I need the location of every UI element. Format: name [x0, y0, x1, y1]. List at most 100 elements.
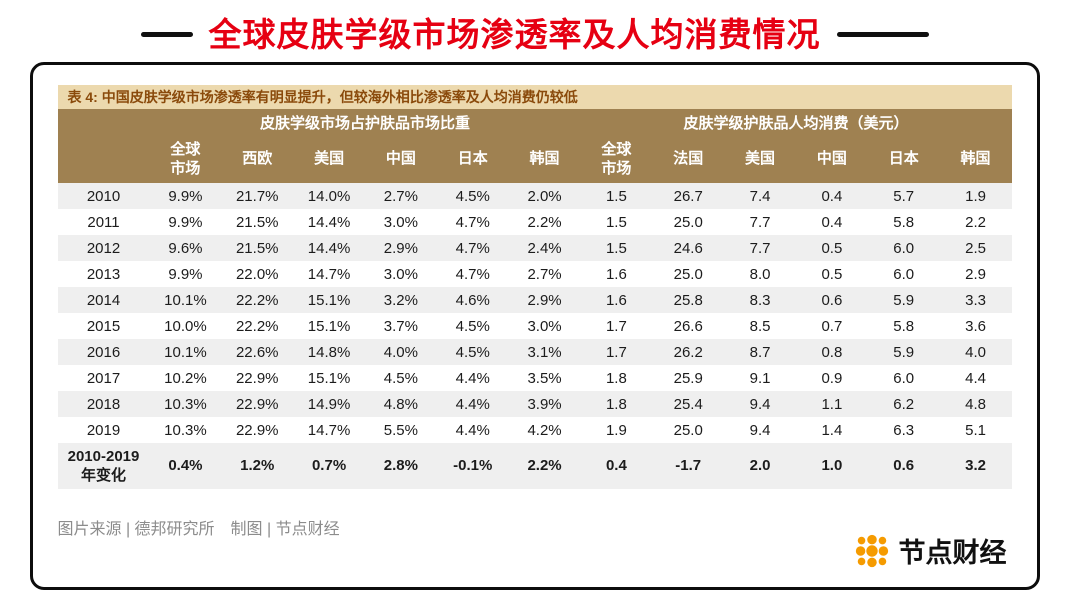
data-cell: 2.0% [527, 187, 562, 205]
page-title: 全球皮肤学级市场渗透率及人均消费情况 [208, 15, 821, 53]
data-cell: 6.0 [893, 265, 915, 283]
data-cell: 3.7% [383, 317, 418, 335]
data-cell: 4.0% [383, 343, 418, 361]
data-cell: 6.0 [893, 369, 915, 387]
data-cell: 14.8% [307, 343, 351, 361]
data-cell: 5.1 [965, 421, 986, 439]
column-header-row: 全球 市场 西欧 美国 中国 日本 韩国 全球 市场 法国 美国 中国 日本 韩国 [57, 135, 1012, 183]
data-cell: 8.5 [749, 317, 771, 335]
data-cell: 0.4 [605, 457, 627, 475]
data-cell: 4.5% [383, 369, 418, 387]
data-cell: 3.0% [383, 213, 418, 231]
data-cell: 10.3% [164, 421, 207, 439]
column-header: 日本 [867, 135, 940, 183]
row-year-label: 2012 [86, 239, 121, 257]
data-cell: 4.7% [455, 213, 490, 231]
data-cell: 6.0 [893, 239, 915, 257]
data-cell: 6.2 [893, 395, 915, 413]
data-cell: 7.4 [749, 187, 771, 205]
data-cell: 10.0% [164, 317, 207, 335]
column-header: 全球 市场 [149, 135, 222, 183]
column-header: 韩国 [508, 135, 581, 183]
data-cell: 4.8 [965, 395, 986, 413]
data-cell: 1.8 [605, 369, 627, 387]
data-cell: 14.7% [307, 421, 351, 439]
data-cell: 15.1% [307, 317, 351, 335]
data-cell: 2.2% [527, 213, 562, 231]
data-cell: 4.5% [455, 317, 490, 335]
column-header: 美国 [293, 135, 365, 183]
data-cell: 2.2 [965, 213, 986, 231]
data-cell: 4.2% [527, 421, 562, 439]
column-header: 日本 [436, 135, 509, 183]
data-cell: 7.7 [749, 239, 771, 257]
data-cell: 3.9% [527, 395, 562, 413]
table-row: 2019 10.3% 22.9% 14.7% 5.5% 4.4% 4.2% 1.9 25.0 9.… [58, 417, 1012, 443]
data-cell: 26.7 [673, 187, 703, 205]
data-cell: 8.7 [749, 343, 771, 361]
data-cell: 15.1% [307, 369, 351, 387]
data-cell: 22.6% [235, 343, 279, 361]
data-cell: 5.5% [383, 421, 418, 439]
data-cell: 22.2% [235, 317, 279, 335]
data-cell: 2.9 [965, 265, 986, 283]
table-row: 2011 9.9% 21.5% 14.4% 3.0% 4.7% 2.2% 1.5 25.0 7.7… [58, 209, 1012, 235]
data-cell: 0.5 [821, 265, 843, 283]
table-row: 2017 10.2% 22.9% 15.1% 4.5% 4.4% 3.5% 1.8 25.9 9.… [58, 365, 1012, 391]
group-header-row: 皮肤学级市场占护肤品市场比重 皮肤学级护肤品人均消费（美元） [57, 109, 1012, 135]
group-header-penetration: 皮肤学级市场占护肤品市场比重 [149, 109, 581, 135]
data-cell: 0.4 [821, 187, 843, 205]
data-cell: 4.8% [383, 395, 418, 413]
data-cell: 22.9% [235, 421, 279, 439]
data-cell: 1.6 [605, 265, 627, 283]
data-cell: 5.8 [893, 317, 915, 335]
data-cell: 3.2 [965, 457, 986, 475]
data-cell: 2.0 [749, 457, 771, 475]
data-cell: 5.9 [893, 291, 915, 309]
row-year-label: 2015 [86, 317, 121, 335]
data-cell: 1.5 [605, 213, 627, 231]
row-year-label: 2017 [86, 369, 121, 387]
column-header: 法国 [652, 135, 725, 183]
content-card: 表 4: 中国皮肤学级市场渗透率有明显提升，但较海外相比渗透率及人均消费仍较低 … [29, 62, 1040, 590]
table-row: 2010 9.9% 21.7% 14.0% 2.7% 4.5% 2.0% 1.5 26.7 7.4… [57, 183, 1012, 209]
data-cell: 8.3 [749, 291, 771, 309]
data-cell: -0.1% [453, 457, 493, 475]
title-divider-left [140, 31, 193, 37]
column-header: 全球 市场 [580, 135, 653, 183]
data-cell: 4.4% [455, 369, 490, 387]
data-cell: 0.8 [821, 343, 843, 361]
change-row: 2010-2019 年变化 0.4% 1.2% 0.7% 2.8% -0.1% 2.2% 0.… [57, 443, 1012, 489]
data-cell: 26.6 [673, 317, 703, 335]
data-cell: 10.1% [164, 291, 207, 309]
table-row: 2012 9.6% 21.5% 14.4% 2.9% 4.7% 2.4% 1.5 24.6 7.7… [57, 235, 1012, 261]
data-cell: 0.6 [893, 457, 915, 475]
data-cell: 9.4 [749, 395, 771, 413]
row-year-label: 2011 [87, 213, 120, 231]
data-cell: 1.6 [605, 291, 627, 309]
row-year-label: 2016 [86, 343, 121, 361]
data-cell: 25.9 [673, 369, 703, 387]
column-header: 韩国 [939, 135, 1012, 183]
data-cell: 3.2% [383, 291, 418, 309]
data-cell: 2.5 [965, 239, 986, 257]
data-cell: 4.0 [965, 343, 986, 361]
row-year-label: 2010 [86, 187, 121, 205]
data-cell: 1.9 [605, 421, 627, 439]
data-cell: 6.3 [893, 421, 915, 439]
data-cell: 0.4% [168, 457, 203, 475]
data-cell: 3.6 [965, 317, 986, 335]
image-source-text: 图片来源 | 德邦研究所 制图 | 节点财经 [57, 521, 340, 538]
data-cell: 0.7 [821, 317, 843, 335]
data-cell: 1.5 [605, 239, 627, 257]
data-cell: 3.3 [965, 291, 986, 309]
row-year-label: 2014 [86, 291, 121, 309]
data-cell: 25.8 [673, 291, 703, 309]
data-cell: 9.4 [749, 421, 771, 439]
data-cell: 4.7% [455, 239, 490, 257]
data-cell: 14.7% [307, 265, 351, 283]
data-cell: 21.5% [235, 213, 279, 231]
data-cell: 5.8 [893, 213, 915, 231]
data-cell: 3.0% [383, 265, 418, 283]
data-cell: 1.5 [605, 187, 627, 205]
